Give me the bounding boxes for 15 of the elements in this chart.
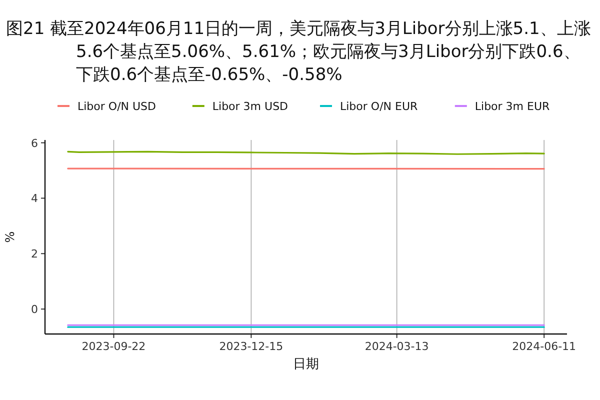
x-axis-title: 日期 [293,357,319,372]
x-tick-label: 2024-06-11 [512,340,576,353]
y-axis-title: % [3,231,17,243]
x-tick-label: 2024-03-13 [364,340,429,353]
x-tick-label: 2023-12-15 [219,340,284,353]
y-tick-label: 2 [31,248,38,261]
legend-label: Libor 3m USD [212,100,288,113]
chart-title: 图21 截至2024年06月11日的一周，美元隔夜与3月Libor分别上涨5.1、上涨5.6个基点至5.06%、5.61%；欧元隔夜与3月Libor分别下跌0.6、下跌0.6个基点至-0.65%、-0.58% [6,18,592,87]
legend-label: Libor 3m EUR [474,100,550,113]
legend-label: Libor O/N EUR [340,100,418,113]
x-tick-label: 2023-09-22 [82,340,146,353]
y-tick-label: 6 [31,136,38,150]
legend-label: Libor O/N USD [78,100,156,113]
y-tick-label: 4 [31,192,38,206]
y-tick-label: 0 [31,303,38,316]
